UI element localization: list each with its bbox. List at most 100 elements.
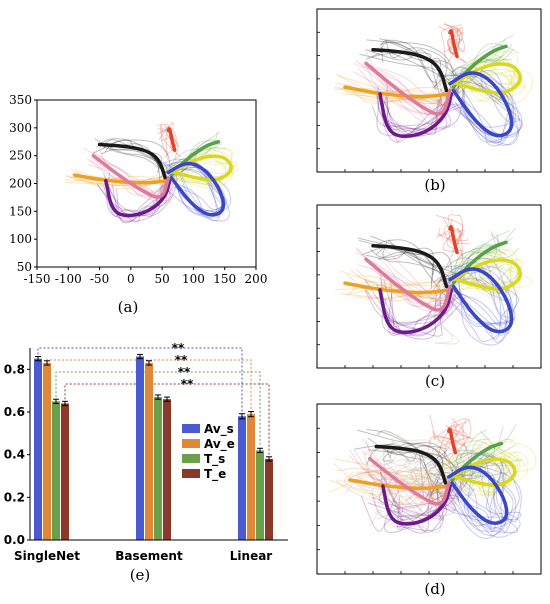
trial-trajectory-red bbox=[442, 217, 465, 244]
trial-trajectory-yellow bbox=[163, 153, 238, 177]
trial-trajectory-yellow bbox=[434, 446, 529, 497]
trial-trajectory-noise bbox=[343, 462, 412, 495]
trial-trajectory-green bbox=[162, 131, 218, 168]
bar-t-s bbox=[154, 397, 162, 540]
mean-trajectory-pink bbox=[91, 153, 171, 199]
mean-trajectory-red bbox=[448, 225, 459, 255]
trial-trajectory-black bbox=[386, 448, 433, 501]
mean-trajectory-blue bbox=[447, 465, 509, 525]
trial-trajectory-noise bbox=[377, 500, 441, 534]
panel-d-trajectories bbox=[317, 414, 537, 574]
panel-a-y-tick-label: 100 bbox=[9, 232, 32, 246]
trial-trajectory-yellow bbox=[456, 262, 533, 288]
category-label: Linear bbox=[230, 549, 273, 563]
panel-e-legend: Av_sAv_eT_sT_e bbox=[182, 422, 235, 482]
trial-trajectory-green bbox=[438, 425, 504, 471]
legend-label: T_s bbox=[204, 452, 225, 467]
trial-trajectory-black bbox=[388, 447, 424, 498]
mean-trajectory-orange bbox=[343, 281, 452, 295]
panel-e: ******** 0.00.20.40.60.8 SingleNet Baseme… bbox=[4, 341, 288, 584]
legend-label: Av_e bbox=[204, 437, 235, 452]
mean-trajectory-purple bbox=[378, 288, 454, 335]
trial-trajectory-black bbox=[380, 39, 438, 91]
trial-trajectory-green bbox=[467, 443, 517, 497]
trial-trajectory-red bbox=[437, 436, 460, 455]
trial-trajectory-pink bbox=[366, 258, 441, 308]
trial-trajectory-pink bbox=[376, 266, 458, 311]
trial-trajectory-red bbox=[442, 418, 467, 458]
trial-trajectory-green bbox=[441, 58, 513, 80]
trial-trajectory-purple bbox=[383, 279, 439, 340]
trial-trajectory-blue bbox=[439, 74, 521, 138]
trial-trajectory-black bbox=[382, 241, 445, 284]
trial-trajectory-purple bbox=[382, 473, 454, 534]
trial-trajectory-blue bbox=[428, 449, 513, 530]
bar-av-s bbox=[238, 416, 246, 540]
trial-trajectory-green bbox=[179, 131, 220, 177]
trial-trajectory-red bbox=[450, 420, 472, 458]
legend-swatch bbox=[182, 439, 200, 448]
panel-a-y-tick-label: 300 bbox=[9, 121, 32, 135]
trial-trajectory-noise bbox=[416, 261, 455, 282]
panel-a-trajectories bbox=[64, 121, 239, 224]
trial-trajectory-black bbox=[371, 52, 443, 104]
trial-trajectory-green bbox=[454, 429, 488, 489]
mean-trajectory-blue bbox=[448, 71, 514, 138]
trial-trajectory-red bbox=[435, 436, 470, 454]
trial-trajectory-noise bbox=[376, 498, 424, 529]
panel-c-caption: (c) bbox=[425, 372, 445, 390]
panel-e-y-tick-label: 0.2 bbox=[4, 490, 25, 504]
trial-trajectory-purple bbox=[378, 285, 447, 336]
panel-a-y-tick-label: 350 bbox=[9, 93, 32, 107]
trial-trajectory-yellow bbox=[455, 71, 518, 93]
panel-a-y-ticks: 50 100 150 200 250 300 350 bbox=[9, 93, 37, 274]
trial-trajectory-pink bbox=[362, 450, 467, 511]
trial-trajectory-yellow bbox=[461, 63, 518, 90]
trial-trajectory-orange bbox=[345, 83, 441, 103]
trial-trajectory-red bbox=[442, 234, 456, 253]
trial-trajectory-blue bbox=[438, 257, 507, 343]
trial-trajectory-purple bbox=[371, 89, 464, 131]
trial-trajectory-black bbox=[382, 442, 434, 491]
trial-trajectory-blue bbox=[437, 74, 523, 137]
trial-trajectory-pink bbox=[361, 438, 435, 518]
panel-e-y-ticks: 0.0 0.2 0.4 0.6 0.8 bbox=[4, 362, 30, 547]
trial-trajectory-noise bbox=[394, 456, 429, 490]
panel-a-x-tick-label: -150 bbox=[24, 272, 51, 286]
trial-trajectory-pink bbox=[349, 470, 441, 504]
trial-trajectory-black bbox=[370, 235, 444, 284]
significance-bracket bbox=[37, 347, 243, 412]
trial-trajectory-pink bbox=[361, 467, 444, 496]
panel-b-trajectories bbox=[317, 23, 534, 172]
panel-a-x-ticks: -150 -100 -50 0 50 100 150 200 bbox=[24, 267, 267, 286]
mean-trajectory-pink bbox=[364, 61, 452, 116]
trial-trajectory-blue bbox=[441, 276, 509, 325]
trial-trajectory-black bbox=[354, 443, 453, 490]
trial-trajectory-pink bbox=[369, 267, 462, 299]
mean-trajectory-red bbox=[166, 127, 177, 152]
mean-trajectory-orange bbox=[343, 85, 452, 99]
bar-marks bbox=[34, 353, 273, 540]
significance-marker: ** bbox=[175, 353, 188, 367]
significance-marker: ** bbox=[178, 365, 191, 379]
bar-av-e bbox=[247, 414, 255, 540]
significance-brackets: ******** bbox=[37, 341, 270, 455]
mean-trajectory-pink bbox=[364, 257, 452, 312]
trial-trajectory-yellow bbox=[454, 54, 518, 102]
trial-trajectory-black bbox=[357, 237, 439, 287]
panel-c-trajectories bbox=[317, 214, 533, 368]
category-label: SingleNet bbox=[14, 549, 80, 563]
panel-e-y-tick-label: 0.0 bbox=[4, 533, 25, 547]
trial-trajectory-green bbox=[457, 44, 513, 95]
trial-trajectory-yellow bbox=[460, 70, 534, 105]
trial-trajectory-yellow bbox=[448, 450, 507, 490]
trial-trajectory-yellow bbox=[435, 452, 508, 491]
trial-trajectory-purple bbox=[116, 186, 164, 224]
trial-trajectory-purple bbox=[379, 471, 444, 531]
mean-trajectory-red bbox=[448, 29, 459, 59]
mean-trajectory-black bbox=[374, 444, 448, 485]
category-label: Basement bbox=[115, 549, 183, 563]
trial-trajectory-green bbox=[453, 230, 497, 279]
panel-b-frame bbox=[316, 8, 542, 173]
panel-d: (d) bbox=[316, 403, 542, 598]
